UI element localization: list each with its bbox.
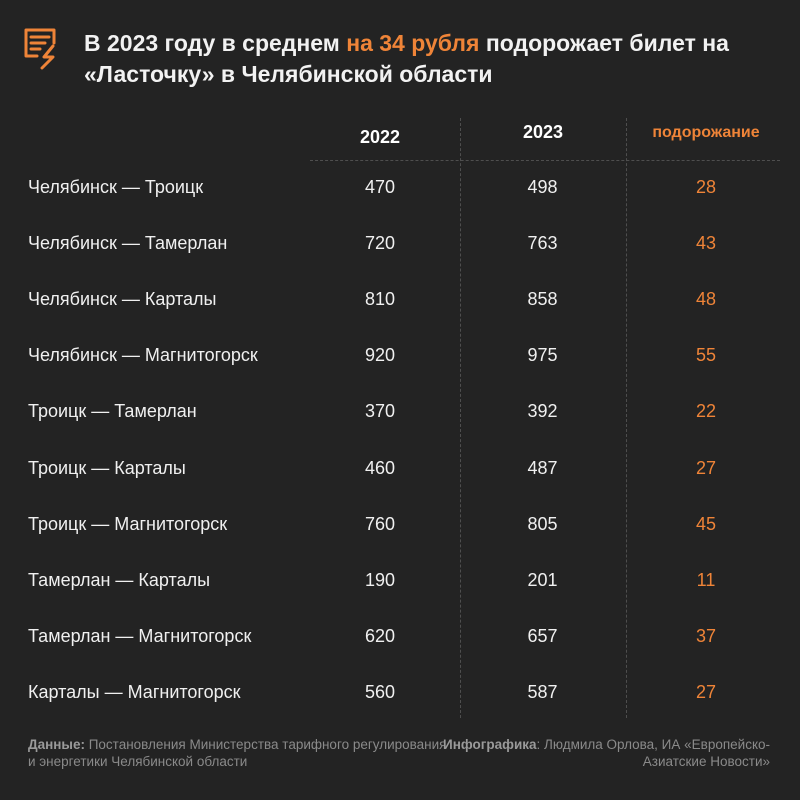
route-label: Троицк — Тамерлан: [28, 401, 197, 422]
price-increase: 55: [695, 345, 717, 366]
route-label: Карталы — Магнитогорск: [28, 681, 241, 702]
column-header-2023: 2023: [522, 122, 564, 142]
header-divider: [310, 160, 780, 161]
price-2022: 620: [364, 625, 396, 646]
price-2023: 763: [527, 233, 558, 254]
footer-credits: Инфографика: Людмила Орлова, ИА «Европей…: [443, 737, 770, 769]
price-2022: 460: [364, 457, 396, 478]
route-label: Челябинск — Тамерлан: [28, 233, 228, 254]
column-divider-2022-2023: [460, 118, 461, 718]
price-2022: 760: [364, 513, 396, 534]
price-increase: 37: [695, 625, 717, 646]
price-2023: 487: [527, 457, 558, 478]
price-2022: 470: [364, 177, 396, 197]
table-row: Тамерлан — Магнитогорск 620 657 37: [0, 626, 800, 682]
table-row: Челябинск — Магнитогорск 920 975 55: [0, 345, 800, 401]
price-2023: 498: [527, 177, 558, 197]
table-row: Карталы — Магнитогорск 560 587 27: [0, 682, 800, 738]
price-increase: 28: [695, 177, 717, 197]
column-divider-2023-increase: [626, 118, 627, 718]
table-row: Челябинск — Карталы 810 858 48: [0, 289, 800, 345]
price-2023: 587: [527, 681, 558, 702]
route-label: Тамерлан — Карталы: [28, 569, 211, 590]
table-row: Троицк — Тамерлан 370 392 22: [0, 401, 800, 457]
price-increase: 48: [695, 289, 717, 310]
route-label: Челябинск — Карталы: [28, 289, 217, 310]
price-2022: 920: [364, 345, 396, 366]
table-row: Тамерлан — Карталы 190 201 11: [0, 570, 800, 626]
price-2023: 858: [527, 289, 558, 310]
price-2022: 190: [364, 569, 396, 590]
route-label: Тамерлан — Магнитогорск: [28, 625, 252, 646]
title-highlight: на 34 рубля: [346, 30, 480, 56]
price-2023: 805: [527, 513, 558, 534]
price-increase: 27: [695, 681, 717, 702]
price-2023: 657: [527, 625, 558, 646]
price-increase: 45: [695, 513, 717, 534]
route-label: Троицк — Карталы: [28, 457, 186, 478]
price-increase: 43: [695, 233, 717, 254]
route-label: Челябинск — Троицк: [28, 177, 204, 197]
price-2022: 810: [364, 289, 396, 310]
table-row: Троицк — Карталы 460 487 27: [0, 458, 800, 514]
footer-source: Данные: Постановления Министерства тариф…: [28, 737, 447, 769]
price-2022: 560: [364, 681, 396, 702]
price-2023: 201: [527, 569, 558, 590]
document-lightning-icon: [24, 28, 56, 70]
price-increase: 11: [696, 569, 716, 590]
price-increase: 27: [695, 457, 717, 478]
table-row: Челябинск — Тамерлан 720 763 43: [0, 233, 800, 289]
column-header-2022: 2022: [359, 127, 401, 147]
page-title: В 2023 году в среднем на 34 рубля подоро…: [84, 30, 729, 87]
price-2022: 720: [364, 233, 396, 254]
price-increase: 22: [695, 401, 717, 422]
price-2023: 392: [527, 401, 558, 422]
price-2022: 370: [364, 401, 396, 422]
table-row: Челябинск — Троицк 470 498 28: [0, 177, 800, 233]
route-label: Троицк — Магнитогорск: [28, 513, 228, 534]
table-row: Троицк — Магнитогорск 760 805 45: [0, 514, 800, 570]
route-label: Челябинск — Магнитогорск: [28, 345, 258, 366]
price-2023: 975: [527, 345, 558, 366]
column-header-increase: подорожание: [652, 124, 760, 141]
